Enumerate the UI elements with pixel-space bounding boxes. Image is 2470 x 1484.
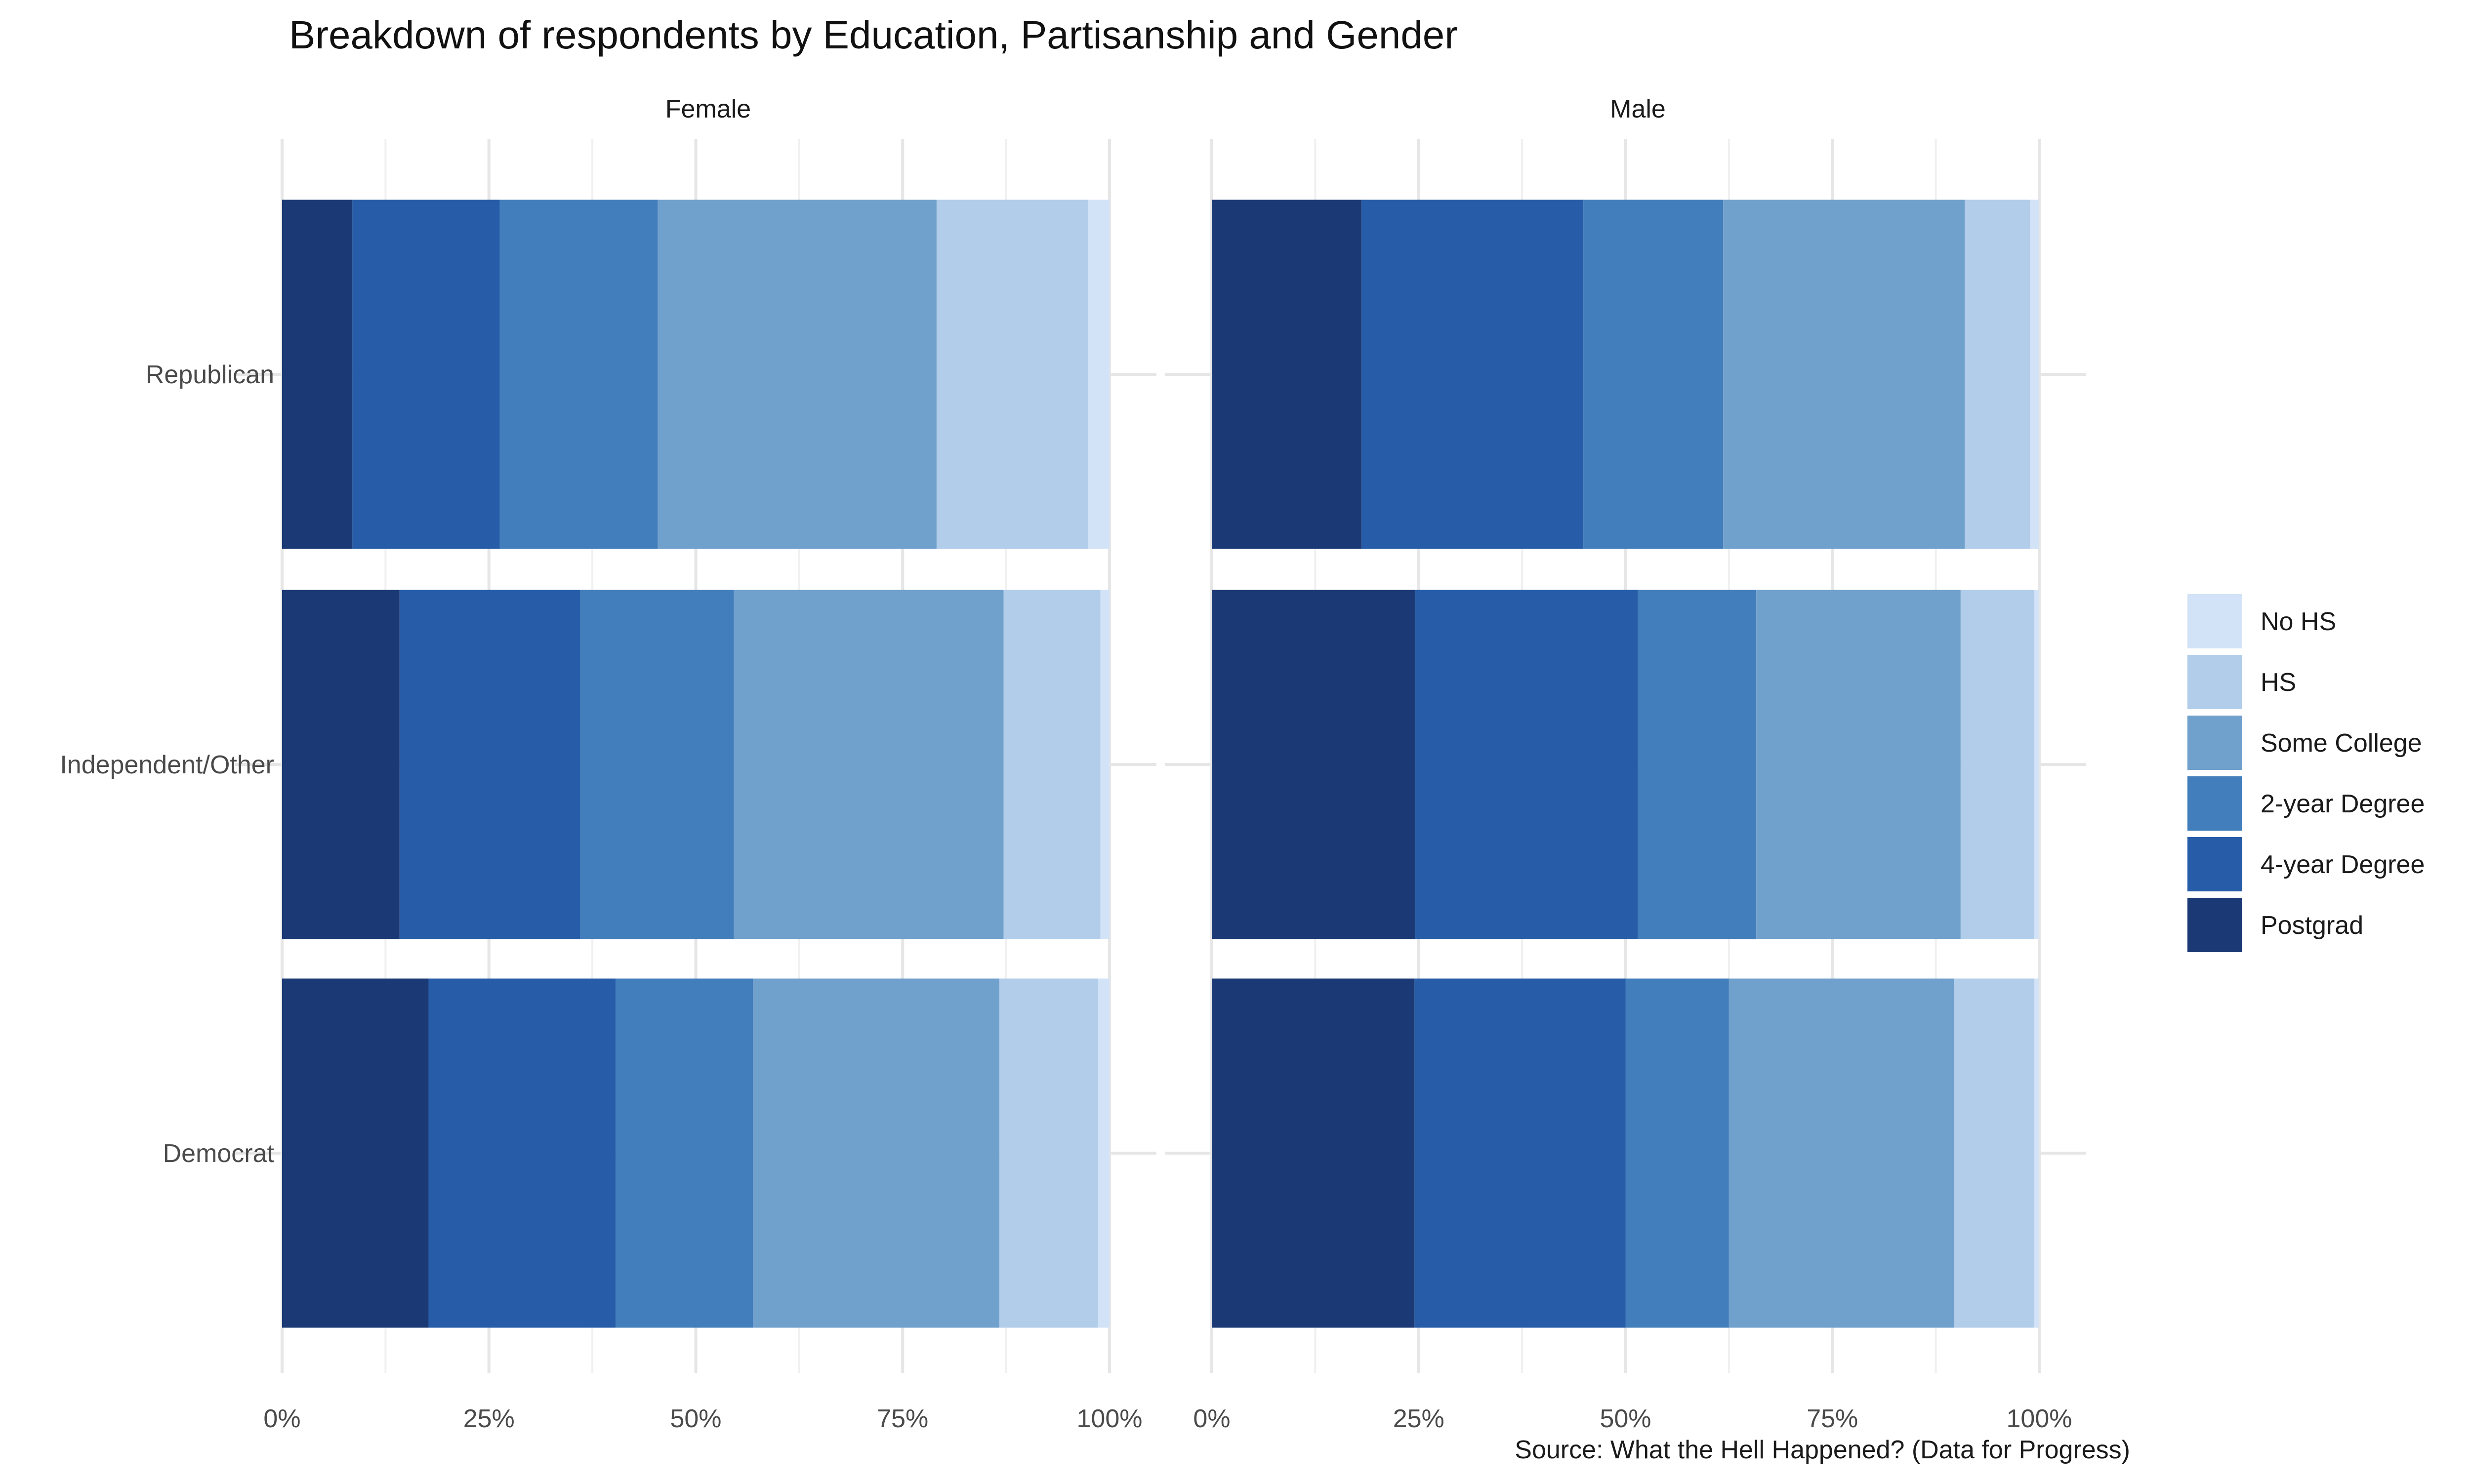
bar-male-independent-other-hs (1960, 590, 2034, 939)
legend-key-no-hs (2187, 594, 2242, 648)
legend-label-hs: HS (2261, 668, 2296, 697)
x-tick-label-female-4: 100% (1077, 1404, 1143, 1433)
x-tick-label-female-3: 75% (877, 1404, 928, 1433)
bar-male-democrat-hs (1954, 978, 2034, 1328)
legend: No HS HS Some College 2-year Degree 4-year D… (2187, 594, 2425, 952)
bar-male-republican-some-college (1723, 200, 1965, 549)
bar-male-republican-no-hs (2030, 200, 2039, 549)
bar-female-democrat-postgrad (282, 978, 429, 1328)
facet-label-female: Female (665, 95, 751, 123)
bar-male-independent-other-postgrad (1212, 590, 1416, 939)
bar-female-independent-other-hs (1003, 590, 1101, 939)
bar-female-democrat-no-hs (1098, 978, 1110, 1328)
bar-female-independent-other-postgrad (282, 590, 400, 939)
y-axis-labels: Republican Independent/Other Democrat (60, 361, 274, 1168)
x-tick-label-female-1: 25% (463, 1404, 515, 1433)
bar-female-independent-other-no-hs (1100, 590, 1110, 939)
x-tick-label-female-0: 0% (263, 1404, 300, 1433)
x-tick-label-male-0: 0% (1193, 1404, 1230, 1433)
bar-female-republican-hs (936, 200, 1088, 549)
x-tick-label-male-1: 25% (1393, 1404, 1444, 1433)
bar-male-republican-hs (1965, 200, 2030, 549)
facet-panels: Female 0% 25% 50% 75% 100% Male 0% 25% 50% 75% 100% (235, 95, 2086, 1433)
x-tick-label-female-2: 50% (670, 1404, 721, 1433)
bar-female-republican-no-hs (1088, 200, 1110, 549)
bar-male-republican-4-year-degree (1361, 200, 1584, 549)
x-tick-label-male-4: 100% (2007, 1404, 2072, 1433)
facet-female: Female 0% 25% 50% 75% 100% (235, 95, 1156, 1433)
facet-male: Male 0% 25% 50% 75% 100% (1165, 95, 2086, 1433)
x-tick-label-male-2: 50% (1600, 1404, 1651, 1433)
chart-caption: Source: What the Hell Happened? (Data fo… (1515, 1436, 2130, 1464)
bar-female-democrat-hs (999, 978, 1098, 1328)
legend-label-some-college: Some College (2261, 729, 2422, 758)
bar-male-independent-other-4-year-degree (1415, 590, 1638, 939)
bar-male-republican-postgrad (1212, 200, 1362, 549)
bar-female-independent-other-2-year-degree (580, 590, 734, 939)
bar-male-independent-other-2-year-degree (1638, 590, 1757, 939)
facet-label-male: Male (1610, 95, 1666, 123)
legend-key-some-college (2187, 716, 2242, 770)
chart-title: Breakdown of respondents by Education, P… (289, 13, 1458, 57)
bar-female-democrat-4-year-degree (428, 978, 616, 1328)
y-tick-label-democrat: Democrat (163, 1139, 275, 1168)
legend-label-postgrad: Postgrad (2261, 911, 2363, 940)
legend-key-2-year-degree (2187, 776, 2242, 831)
bar-female-republican-4-year-degree (352, 200, 500, 549)
bar-female-independent-other-4-year-degree (399, 590, 580, 939)
bar-male-independent-other-no-hs (2034, 590, 2039, 939)
bar-male-democrat-2-year-degree (1625, 978, 1729, 1328)
legend-label-2-year-degree: 2-year Degree (2261, 790, 2425, 818)
y-tick-label-independent-other: Independent/Other (60, 751, 274, 779)
bar-female-republican-postgrad (282, 200, 353, 549)
x-tick-label-male-3: 75% (1807, 1404, 1858, 1433)
y-tick-label-republican: Republican (146, 361, 274, 389)
legend-key-4-year-degree (2187, 837, 2242, 891)
bar-female-republican-some-college (658, 200, 937, 549)
bar-male-republican-2-year-degree (1583, 200, 1724, 549)
bar-male-independent-other-some-college (1756, 590, 1961, 939)
bar-male-democrat-no-hs (2034, 978, 2039, 1328)
bar-male-democrat-postgrad (1212, 978, 1415, 1328)
legend-label-no-hs: No HS (2261, 607, 2336, 636)
legend-label-4-year-degree: 4-year Degree (2261, 850, 2425, 879)
bar-female-independent-other-some-college (734, 590, 1004, 939)
legend-key-postgrad (2187, 898, 2242, 952)
bar-female-republican-2-year-degree (499, 200, 658, 549)
bar-male-democrat-4-year-degree (1414, 978, 1626, 1328)
legend-key-hs (2187, 655, 2242, 709)
bar-male-democrat-some-college (1729, 978, 1954, 1328)
bar-female-democrat-2-year-degree (616, 978, 753, 1328)
bar-female-democrat-some-college (753, 978, 1000, 1328)
